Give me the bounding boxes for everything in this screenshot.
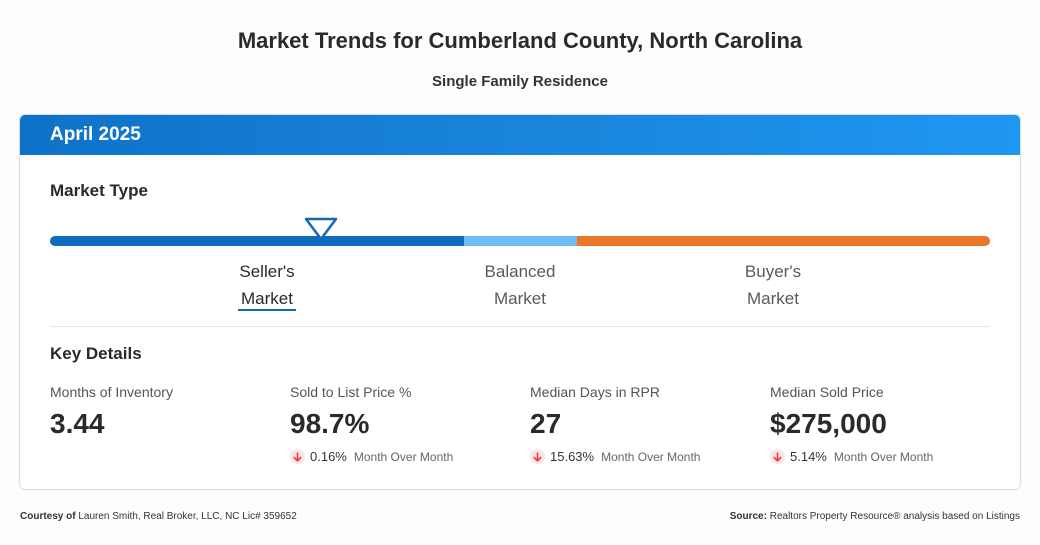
- market-type-heading: Market Type: [50, 181, 148, 200]
- stat-label: Median Sold Price: [770, 384, 884, 400]
- key-details-heading: Key Details: [50, 344, 142, 363]
- stat-label: Sold to List Price %: [290, 384, 412, 400]
- source-label: Source:: [729, 511, 767, 522]
- change-period: Month Over Month: [601, 449, 701, 464]
- stat-label: Median Days in RPR: [530, 384, 660, 400]
- change-value: 0.16%: [310, 449, 347, 464]
- change-period: Month Over Month: [833, 449, 934, 464]
- stat-value: 98.7%: [290, 408, 370, 439]
- market-trends-card: April 2025 Market Type Seller's Market B…: [19, 114, 1021, 490]
- page-subtitle: Single Family Residence: [432, 73, 608, 90]
- source-text: Realtors Property Resource® analysis bas…: [769, 511, 1020, 522]
- arrow-down-icon: [770, 449, 785, 464]
- stat-sold-to-list-price: Sold to List Price % 98.7% 0.16% Month O…: [290, 384, 520, 464]
- arrow-down-icon: [530, 449, 545, 464]
- stat-median-days-in-rpr: Median Days in RPR 27 15.63% Month Over …: [530, 384, 760, 464]
- stat-change: 0.16% Month Over Month: [290, 449, 520, 464]
- source-footer: Source: Realtors Property Resource® anal…: [730, 511, 1020, 522]
- stat-change: 5.14% Month Over Month: [770, 449, 1000, 464]
- courtesy-text: Lauren Smith, Real Broker, LLC, NC Lic# …: [78, 511, 297, 522]
- stat-value: 27: [530, 408, 562, 439]
- buyer-market-label[interactable]: Buyer's Market: [744, 262, 802, 308]
- page-title: Market Trends for Cumberland County, Nor…: [237, 28, 803, 53]
- stat-months-of-inventory: Months of Inventory 3.44: [50, 384, 280, 440]
- stat-label: Months of Inventory: [50, 384, 173, 400]
- change-value: 15.63%: [550, 449, 595, 464]
- buyer-segment: [577, 236, 990, 246]
- triangle-marker-icon: [304, 217, 338, 241]
- balanced-segment: [464, 236, 577, 246]
- section-divider: [50, 326, 990, 327]
- change-period: Month Over Month: [353, 449, 454, 464]
- card-header: April 2025: [20, 115, 1020, 155]
- balanced-market-label[interactable]: Balanced Market: [484, 262, 556, 308]
- stat-median-sold-price: Median Sold Price $275,000 5.14% Month O…: [770, 384, 1000, 464]
- stat-change: 15.63% Month Over Month: [530, 449, 760, 464]
- seller-segment: [50, 236, 464, 246]
- courtesy-label: Courtesy of: [20, 511, 76, 522]
- period-label: April 2025: [50, 124, 141, 145]
- stat-value: 3.44: [50, 408, 105, 439]
- change-value: 5.14%: [790, 449, 827, 464]
- courtesy-footer: Courtesy of Lauren Smith, Real Broker, L…: [20, 511, 297, 522]
- seller-market-label[interactable]: Seller's Market: [239, 262, 295, 308]
- market-type-bar: [50, 236, 990, 246]
- selected-market-underline: [238, 309, 296, 311]
- stat-value: $275,000: [770, 408, 887, 439]
- arrow-down-icon: [290, 449, 305, 464]
